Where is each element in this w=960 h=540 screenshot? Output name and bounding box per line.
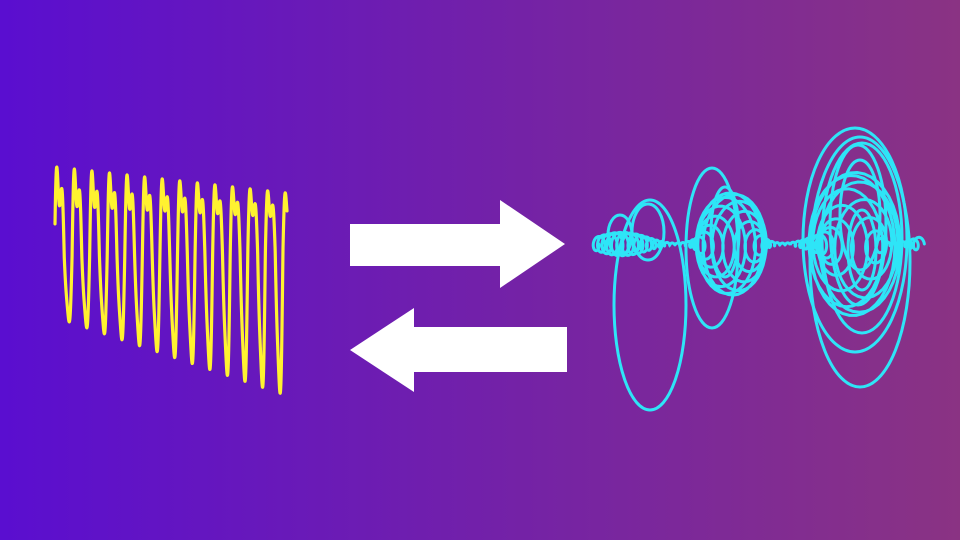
spiral-coil-loop bbox=[846, 208, 878, 292]
spiral-coil-loop bbox=[820, 141, 904, 335]
right-arrow-icon bbox=[350, 200, 565, 288]
spiral-coil-loop bbox=[808, 135, 912, 389]
spiral-coil-loop bbox=[709, 185, 741, 279]
waveform-glyph bbox=[53, 165, 289, 395]
left-arrow-icon bbox=[350, 308, 567, 392]
spiral-coil-loop bbox=[838, 158, 882, 272]
spiral-coil-loop bbox=[801, 126, 909, 354]
spiral-coil-path bbox=[591, 170, 926, 317]
spiral-coil-loop bbox=[612, 198, 688, 412]
spiral-coil-loop bbox=[828, 143, 888, 307]
spiral-coil-loop bbox=[606, 213, 634, 257]
spiral-coil-glyph bbox=[591, 126, 926, 412]
